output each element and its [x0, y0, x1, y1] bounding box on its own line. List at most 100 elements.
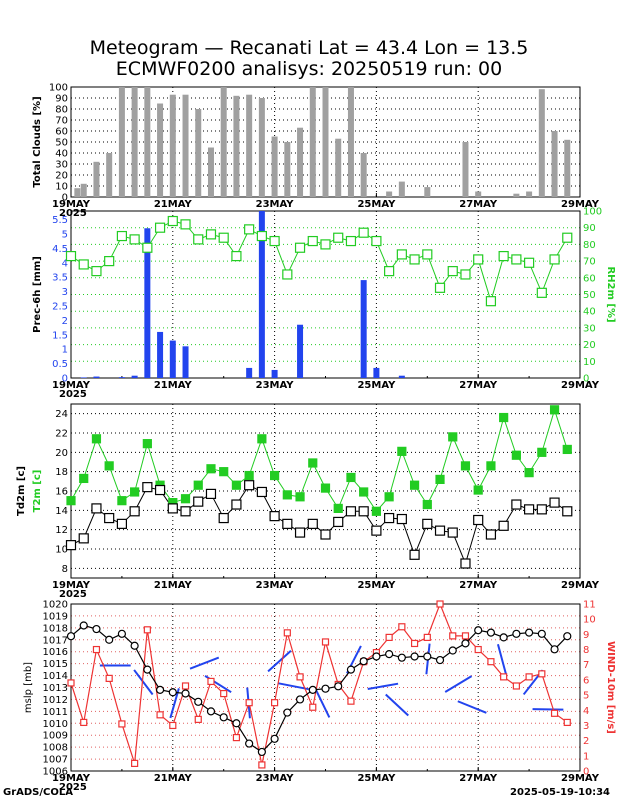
cloud-cover-bar: [398, 181, 405, 197]
temp-x-year-label: 2025: [59, 589, 87, 600]
t2m-point: [473, 485, 483, 495]
mslp-y-tick-label: 1012: [43, 695, 68, 706]
cloud-cover-bar: [360, 153, 367, 197]
wind-y-tick-label: 0: [583, 767, 589, 778]
precip-bar: [271, 369, 278, 378]
precip-x-tick-label: 21MAY: [154, 380, 193, 391]
t2m-point: [435, 474, 445, 484]
td2m-y-axis-label: Td2m [c]: [16, 466, 27, 516]
cloud-cover-bar: [93, 161, 100, 197]
precip-bar: [182, 346, 189, 378]
clouds-x-tick-label: 29MAY: [561, 199, 600, 210]
t2m-point: [486, 461, 496, 471]
wind-barb: [496, 643, 507, 675]
precip-bar: [246, 367, 253, 378]
rh-point: [205, 229, 217, 240]
wind-point: [487, 658, 495, 666]
mslp-point: [372, 652, 381, 661]
mslp-point: [346, 665, 356, 674]
mslp-point: [524, 628, 534, 637]
precip-y-tick-label: 1.5: [52, 330, 68, 341]
mslp-point: [334, 682, 343, 691]
t2m-point: [562, 444, 572, 455]
mslp-point: [410, 652, 419, 661]
cloud-cover-bar: [220, 87, 227, 197]
rh-point: [180, 219, 191, 230]
rh-point: [154, 222, 166, 233]
cloud-cover-bar: [207, 147, 214, 197]
wind-y-tick-label: 4: [583, 706, 589, 717]
wind-point: [207, 677, 215, 686]
t2m-point: [333, 503, 343, 513]
wind-point: [80, 718, 88, 727]
td2m-point: [218, 512, 229, 524]
precip-bar: [373, 367, 380, 378]
temp-y-tick-label: 14: [55, 506, 68, 517]
clouds-x-tick-label: 19MAY: [52, 199, 91, 210]
chart-panels: 19MAY 21MAY 23MAY 25MAY 27MAY 29MAY2025010203…: [16, 83, 616, 794]
mslp-point: [181, 689, 190, 698]
mslp-y-tick-label: 1019: [43, 611, 68, 622]
td2m-point: [294, 527, 306, 538]
temp-y-tick-label: 10: [55, 545, 68, 556]
mslp-point: [270, 734, 279, 743]
rh-point: [536, 287, 547, 298]
rh-point: [129, 234, 140, 245]
rh-point: [460, 269, 471, 280]
mslp-x-tick-label: 19MAY: [52, 773, 91, 784]
mslp-point: [397, 653, 406, 662]
mslp-x-tick-label: 23MAY: [256, 773, 295, 784]
mslp-y-tick-label: 1010: [43, 719, 68, 730]
rh-point: [447, 266, 458, 277]
td2m-point: [523, 504, 535, 515]
cloud-cover-bar: [551, 131, 558, 197]
wind-point: [194, 715, 202, 723]
wind-point: [143, 626, 151, 634]
mslp-y-tick-label: 1015: [43, 659, 68, 670]
temp-y-tick-label: 20: [55, 448, 68, 459]
mslp-y-tick-label: 1011: [43, 707, 68, 718]
t2m-point: [206, 464, 216, 474]
mslp-point: [105, 635, 114, 644]
wind-point: [283, 629, 291, 637]
td2m-point: [154, 484, 166, 496]
clouds-y-tick-label: 30: [55, 160, 68, 171]
wind-point: [169, 721, 177, 730]
td2m-point: [104, 512, 115, 524]
temp-y-tick-label: 8: [62, 564, 68, 575]
t2m-point: [524, 468, 534, 478]
wind-y-tick-label: 9: [583, 630, 589, 641]
t2m-point: [371, 506, 381, 516]
wind-point: [181, 682, 190, 690]
rh-y-tick-label: 0: [583, 374, 589, 385]
wind-point: [563, 718, 571, 727]
cloud-cover-bar: [475, 191, 482, 197]
td2m-point: [320, 529, 331, 540]
clouds-y-tick-label: 70: [55, 116, 68, 127]
td2m-point: [511, 499, 522, 510]
td2m-point: [549, 497, 560, 508]
wind-point: [92, 645, 101, 654]
cloud-cover-bar: [564, 139, 571, 197]
cloud-cover-bar: [538, 89, 545, 197]
td2m-point: [384, 512, 395, 524]
mslp-y-tick-label: 1016: [43, 647, 68, 658]
clouds-x-year-label: 2025: [59, 208, 87, 219]
wind-point: [156, 711, 164, 719]
temp-x-tick-label: 27MAY: [459, 580, 498, 591]
cloud-cover-bar: [233, 95, 240, 197]
td2m-point: [536, 504, 547, 515]
wind-point: [449, 632, 457, 640]
mslp-point: [537, 629, 546, 638]
rh-point: [473, 254, 484, 265]
t2m-y-axis-label: T2m [c]: [32, 470, 43, 513]
rh-point: [371, 235, 382, 247]
mslp-y-axis-label: mslp [mb]: [23, 662, 34, 713]
cloud-cover-bar: [246, 94, 253, 197]
precip-y-tick-label: 0.5: [52, 359, 68, 370]
td2m-point: [180, 506, 191, 517]
rh-point: [409, 254, 420, 265]
mslp-y-tick-label: 1014: [43, 671, 68, 682]
rh-point: [167, 215, 178, 227]
